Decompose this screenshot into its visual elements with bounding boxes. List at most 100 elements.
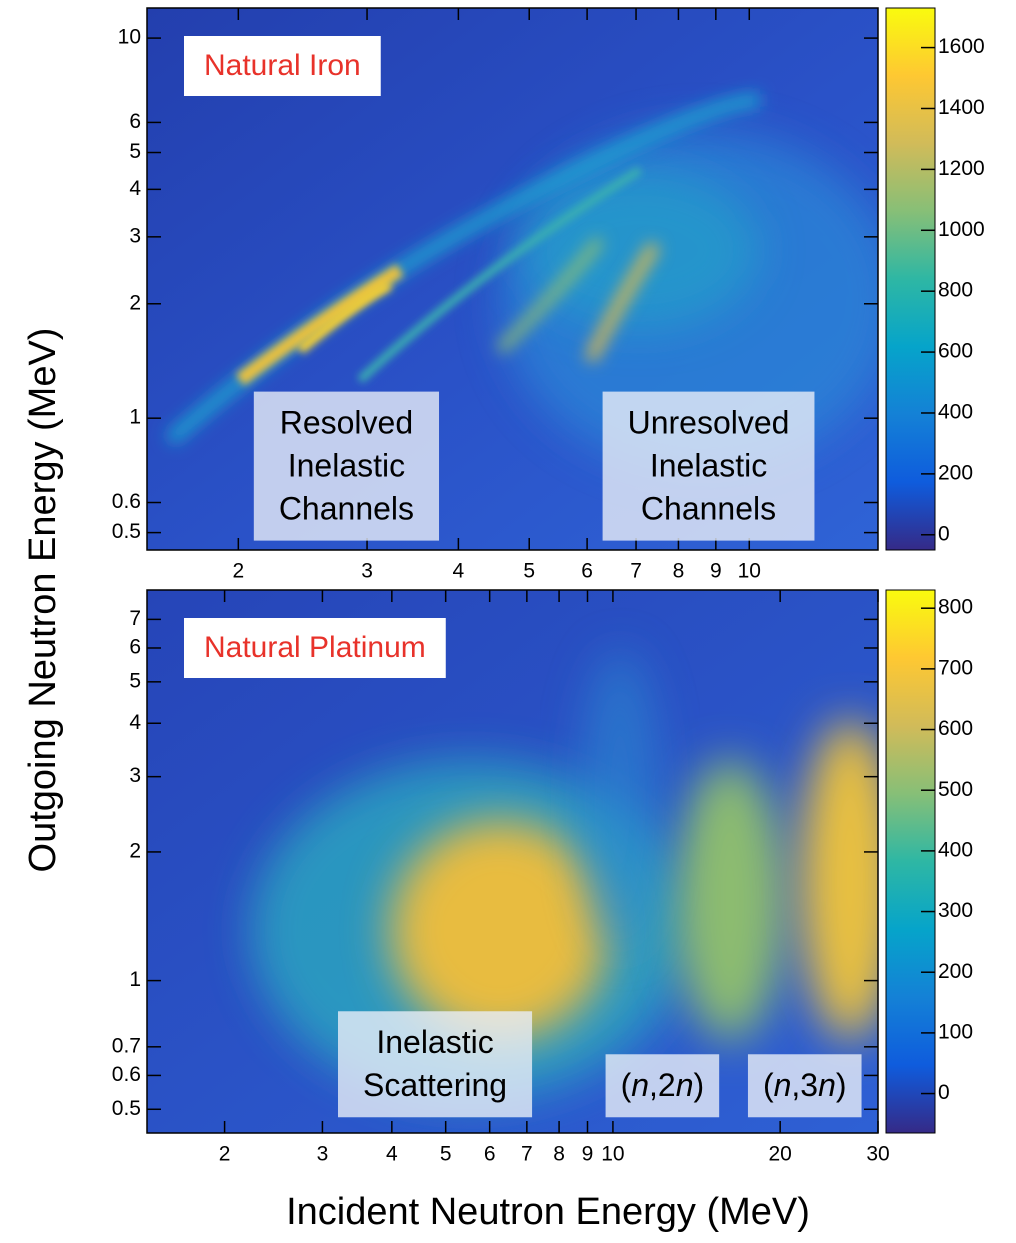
annotation-text: (n,2n) bbox=[621, 1067, 705, 1103]
annotation-box bbox=[253, 391, 440, 541]
plot-frame bbox=[146, 589, 879, 1134]
colorbar-tick-label: 800 bbox=[938, 596, 973, 619]
x-tick-label: 2 bbox=[219, 1143, 231, 1166]
x-tick-label: 8 bbox=[673, 560, 685, 583]
y-tick-label: 4 bbox=[129, 177, 141, 200]
annotation-char: n bbox=[818, 1067, 836, 1103]
annotation-char: 2 bbox=[658, 1067, 676, 1103]
colorbar-tick-label: 400 bbox=[938, 838, 973, 861]
colorbar-tick-label: 700 bbox=[938, 656, 973, 679]
y-tick-label: 0.6 bbox=[112, 490, 141, 513]
y-tick-label: 2 bbox=[129, 839, 141, 862]
annotation-char: ( bbox=[763, 1067, 774, 1103]
colorbar-tick-label: 600 bbox=[938, 717, 973, 740]
colorbar bbox=[885, 589, 936, 1134]
colorbar-tick-label: 300 bbox=[938, 899, 973, 922]
annotation-box bbox=[747, 1054, 862, 1118]
colorbar-tick-label: 1600 bbox=[938, 35, 985, 58]
annotation-text: Scattering bbox=[363, 1067, 507, 1103]
y-tick-label: 3 bbox=[129, 764, 141, 787]
annotation-text: Channels bbox=[279, 491, 414, 527]
x-tick-label: 10 bbox=[601, 1143, 624, 1166]
colorbar-tick-label: 1000 bbox=[938, 218, 985, 241]
plot-frame bbox=[146, 7, 879, 551]
y-tick-label: 10 bbox=[118, 26, 141, 49]
annotation: Inelastic Scattering bbox=[337, 1011, 533, 1118]
y-tick-label: 0.6 bbox=[112, 1063, 141, 1086]
y-tick-label: 6 bbox=[129, 636, 141, 659]
x-tick-label: 7 bbox=[630, 560, 642, 583]
colorbar-tick-label: 0 bbox=[938, 522, 950, 545]
colorbar-tick-label: 200 bbox=[938, 461, 973, 484]
annotation-char: n bbox=[774, 1067, 792, 1103]
annotation-char: 3 bbox=[800, 1067, 818, 1103]
annotation-box bbox=[337, 1011, 533, 1118]
x-tick-label: 6 bbox=[484, 1143, 496, 1166]
y-tick-label: 7 bbox=[129, 607, 141, 630]
x-tick-label: 9 bbox=[582, 1143, 594, 1166]
y-tick-label: 2 bbox=[129, 291, 141, 314]
x-tick-label: 5 bbox=[523, 560, 535, 583]
x-tick-label: 4 bbox=[386, 1143, 398, 1166]
colorbar-tick-label: 0 bbox=[938, 1081, 950, 1104]
x-tick-label: 30 bbox=[866, 1143, 889, 1166]
y-tick-label: 0.5 bbox=[112, 1097, 141, 1120]
annotation-text: Resolved bbox=[280, 405, 413, 441]
panel-label-box bbox=[184, 618, 446, 678]
colorbar-tick-label: 500 bbox=[938, 778, 973, 801]
annotation-char: n bbox=[676, 1067, 694, 1103]
x-tick-label: 6 bbox=[581, 560, 593, 583]
y-tick-label: 1 bbox=[129, 968, 141, 991]
annotation: Resolved Inelastic Channels bbox=[253, 391, 440, 541]
colorbar bbox=[885, 7, 936, 551]
x-tick-label: 20 bbox=[768, 1143, 791, 1166]
annotation-text: Unresolved bbox=[628, 405, 790, 441]
colorbar-tick-label: 1400 bbox=[938, 96, 985, 119]
y-axis-label: Outgoing Neutron Energy (MeV) bbox=[22, 328, 64, 873]
x-tick-label: 9 bbox=[710, 560, 722, 583]
annotation-text: Inelastic bbox=[288, 448, 405, 484]
annotation-char: n bbox=[631, 1067, 649, 1103]
colorbar-tick-label: 200 bbox=[938, 960, 973, 983]
x-tick-label: 5 bbox=[440, 1143, 452, 1166]
annotation-char: , bbox=[649, 1067, 658, 1103]
annotation-box bbox=[605, 1054, 720, 1118]
annotation: Unresolved Inelastic Channels bbox=[602, 391, 815, 541]
x-tick-label: 4 bbox=[453, 560, 465, 583]
colorbar-tick-label: 1200 bbox=[938, 157, 985, 180]
annotation-text: Inelastic bbox=[650, 448, 767, 484]
annotation: (n,3n) bbox=[747, 1054, 862, 1118]
annotation-text: (n,3n) bbox=[763, 1067, 847, 1103]
annotation-text: Inelastic bbox=[376, 1024, 493, 1060]
annotation-char: ) bbox=[836, 1067, 847, 1103]
y-tick-label: 6 bbox=[129, 110, 141, 133]
x-tick-label: 7 bbox=[521, 1143, 533, 1166]
annotation-text: Channels bbox=[641, 491, 776, 527]
annotation-char: ) bbox=[694, 1067, 705, 1103]
colorbar-tick-label: 400 bbox=[938, 401, 973, 424]
panel-label: Natural Iron bbox=[204, 49, 361, 82]
annotation: (n,2n) bbox=[605, 1054, 720, 1118]
annotation-box bbox=[602, 391, 815, 541]
colorbar-tick-label: 600 bbox=[938, 340, 973, 363]
panel-label: Natural Platinum bbox=[204, 631, 426, 664]
y-tick-label: 3 bbox=[129, 224, 141, 247]
annotation-char: ( bbox=[621, 1067, 632, 1103]
y-tick-label: 5 bbox=[129, 140, 141, 163]
x-tick-label: 3 bbox=[317, 1143, 329, 1166]
x-tick-label: 8 bbox=[553, 1143, 565, 1166]
panel-label-box bbox=[184, 36, 381, 96]
x-tick-label: 10 bbox=[738, 560, 761, 583]
colorbar-tick-label: 800 bbox=[938, 279, 973, 302]
y-tick-label: 5 bbox=[129, 669, 141, 692]
x-tick-label: 2 bbox=[232, 560, 244, 583]
y-tick-label: 0.5 bbox=[112, 520, 141, 543]
annotation-char: , bbox=[791, 1067, 800, 1103]
y-tick-label: 1 bbox=[129, 406, 141, 429]
y-tick-label: 4 bbox=[129, 711, 141, 734]
x-tick-label: 3 bbox=[361, 560, 373, 583]
x-axis-label: Incident Neutron Energy (MeV) bbox=[286, 1191, 810, 1233]
y-tick-label: 0.7 bbox=[112, 1034, 141, 1057]
colorbar-tick-label: 100 bbox=[938, 1020, 973, 1043]
